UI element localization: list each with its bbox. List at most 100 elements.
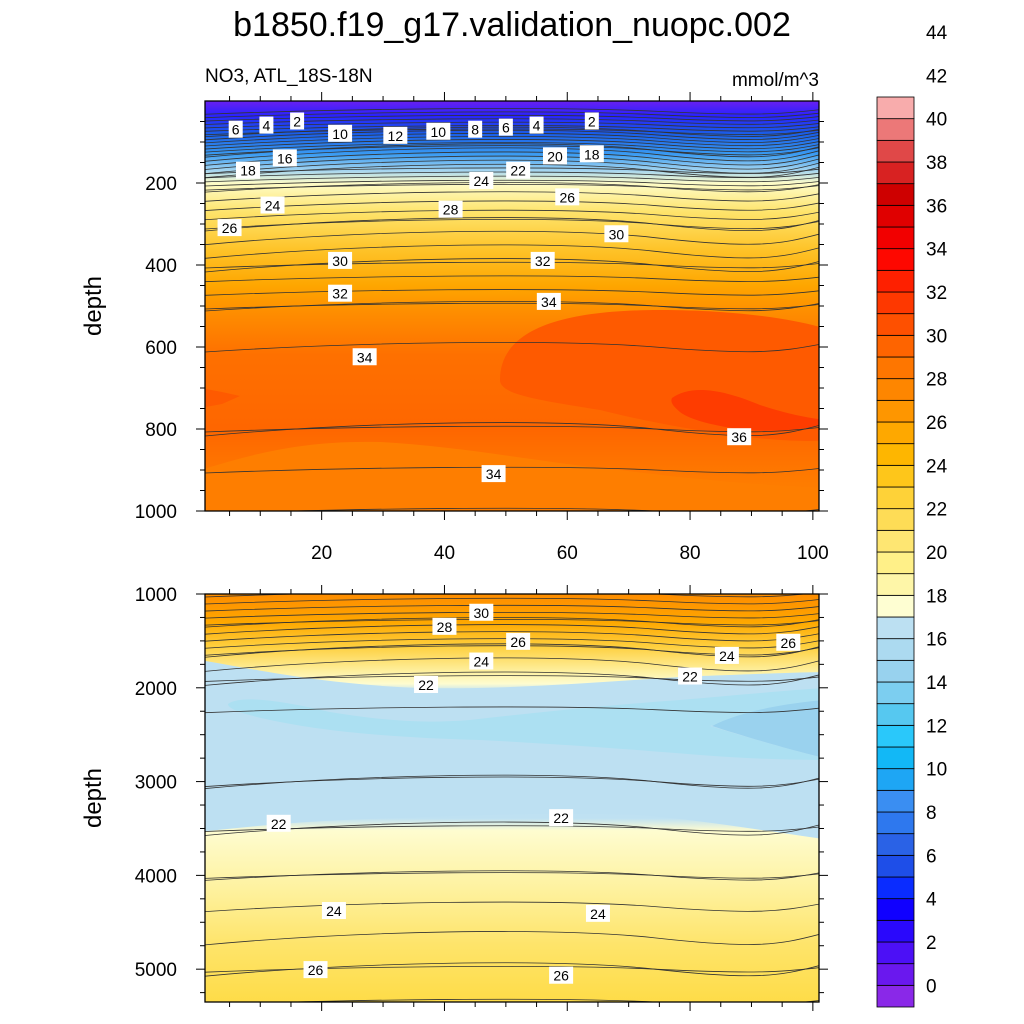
bottom-contour-label-box <box>549 966 574 984</box>
variable-region-label: NO3, ATL_18S-18N <box>205 66 373 87</box>
colorbar-swatch <box>876 594 915 618</box>
bottom-contour-line <box>205 618 819 626</box>
bottom-contour-label-text: 22 <box>271 816 287 832</box>
colorbar-label: 24 <box>926 456 948 477</box>
colorbar-label: 32 <box>926 283 947 304</box>
colorbar-swatch <box>876 811 915 835</box>
top-contour-label-text: 30 <box>332 253 348 269</box>
top-contour-line <box>205 425 819 433</box>
top-axes: 20 40 60 80 100 200 400 600 800 1000 <box>135 92 829 564</box>
colorbar-label: 42 <box>926 66 947 87</box>
bottom-frame <box>204 593 820 1003</box>
top-contour-line <box>205 261 819 269</box>
top-y-tick-label: 1000 <box>135 502 177 523</box>
top-contour-label: 10 <box>328 124 353 142</box>
colorbar-label: 22 <box>926 500 947 521</box>
colorbar-swatch <box>876 356 915 380</box>
colorbar-swatch <box>876 269 915 293</box>
top-contour-label-box <box>259 116 274 134</box>
bottom-contour-label-text: 24 <box>590 906 606 922</box>
colorbar-label: 18 <box>926 586 947 607</box>
bottom-contour-lines <box>205 594 819 1002</box>
top-contour-label: 6 <box>498 118 513 136</box>
colorbar-swatch <box>876 313 915 336</box>
top-panel: 6 4 2 10 12 10 8 6 4 2 18 16 20 18 22 24 24 26 28 26 30 30 32 3… <box>80 92 829 564</box>
top-contour-label-box <box>506 161 531 179</box>
top-contour-label: 24 <box>260 196 285 214</box>
top-contour-label-text: 6 <box>232 122 240 138</box>
bottom-contour-label-box <box>549 809 574 827</box>
top-contour-label-box <box>604 225 629 243</box>
bottom-contour-label-text: 24 <box>719 648 735 664</box>
top-contour-label: 24 <box>469 171 494 189</box>
bottom-y-tick-label: 3000 <box>135 773 177 794</box>
bottom-contour-line <box>205 631 819 642</box>
colorbar-swatch <box>876 421 915 445</box>
top-contour-line <box>205 167 819 175</box>
top-contour-line <box>205 302 819 310</box>
top-contour-label-text: 16 <box>277 150 293 166</box>
top-contour-label: 16 <box>272 149 297 167</box>
bottom-contour-line <box>205 617 819 628</box>
bottom-y-tick-label: 4000 <box>135 866 177 887</box>
bottom-contour-label: 26 <box>506 632 531 650</box>
top-contour-label-box <box>272 149 297 167</box>
top-x-tick-label: 40 <box>434 543 455 564</box>
top-contour-label-text: 32 <box>535 253 551 269</box>
colorbar-label: 8 <box>926 803 937 824</box>
top-contour-label-text: 20 <box>547 148 563 164</box>
colorbar-swatch <box>876 443 915 466</box>
bottom-contour-label: 22 <box>549 809 574 827</box>
colorbar-swatch <box>876 789 915 813</box>
top-contour-line <box>205 182 819 193</box>
top-contour-line <box>205 126 819 138</box>
colorbar-swatch <box>876 464 915 488</box>
top-contour-label: 26 <box>555 188 580 206</box>
bottom-contour-label-text: 22 <box>418 677 434 693</box>
top-contour-label-box <box>727 428 752 446</box>
top-contour-line <box>205 179 819 187</box>
top-contour-label-text: 6 <box>502 120 510 136</box>
top-contour-line <box>205 422 819 437</box>
top-contour-label: 28 <box>438 200 463 218</box>
bottom-contour-label-box <box>714 646 739 664</box>
top-contour-label-box <box>481 465 506 483</box>
top-contour-label-box <box>536 292 561 310</box>
bottom-contour-label: 22 <box>678 667 703 685</box>
top-contour-label-text: 10 <box>332 126 348 142</box>
top-contour-label: 32 <box>328 284 353 302</box>
bottom-21-region <box>228 688 819 760</box>
top-contour-label: 34 <box>352 348 377 366</box>
top-contour-label: 32 <box>530 251 555 269</box>
top-contour-label-box <box>228 120 243 138</box>
bottom-contour-label-text: 24 <box>474 654 490 670</box>
bottom-contour-label-text: 22 <box>682 669 698 685</box>
top-contour-label: 18 <box>235 161 260 179</box>
bottom-contour-line <box>205 776 819 787</box>
bottom-contour-label-text: 24 <box>326 903 342 919</box>
colorbar-swatch <box>876 703 915 726</box>
top-contour-label-box <box>469 171 494 189</box>
top-contour-label-box <box>383 126 408 144</box>
colorbar-label: 2 <box>926 933 937 954</box>
top-contour-label-text: 18 <box>584 146 600 162</box>
top-contour-label-text: 22 <box>510 163 526 179</box>
top-contour-line <box>205 114 819 122</box>
colorbar-swatch <box>876 183 915 206</box>
colorbar-swatch <box>876 768 915 791</box>
top-contour-label-text: 2 <box>588 114 596 130</box>
bottom-contour-line <box>205 825 819 832</box>
bottom-contour-label-box <box>469 652 494 670</box>
top-contour-line <box>205 118 819 125</box>
bottom-contour-label-box <box>303 961 328 979</box>
top-contour-line <box>205 200 819 211</box>
bottom-contour-label-box <box>678 667 703 685</box>
bottom-contour-label: 22 <box>414 675 439 693</box>
colorbar-swatch <box>876 573 915 596</box>
bottom-contour-line <box>205 604 819 612</box>
bottom-contour-label-box <box>266 814 291 832</box>
colorbar-label: 34 <box>926 240 948 261</box>
top-contour-label: 4 <box>259 116 274 134</box>
colorbar-label: 44 <box>926 23 948 44</box>
colorbar-label: 40 <box>926 110 947 131</box>
